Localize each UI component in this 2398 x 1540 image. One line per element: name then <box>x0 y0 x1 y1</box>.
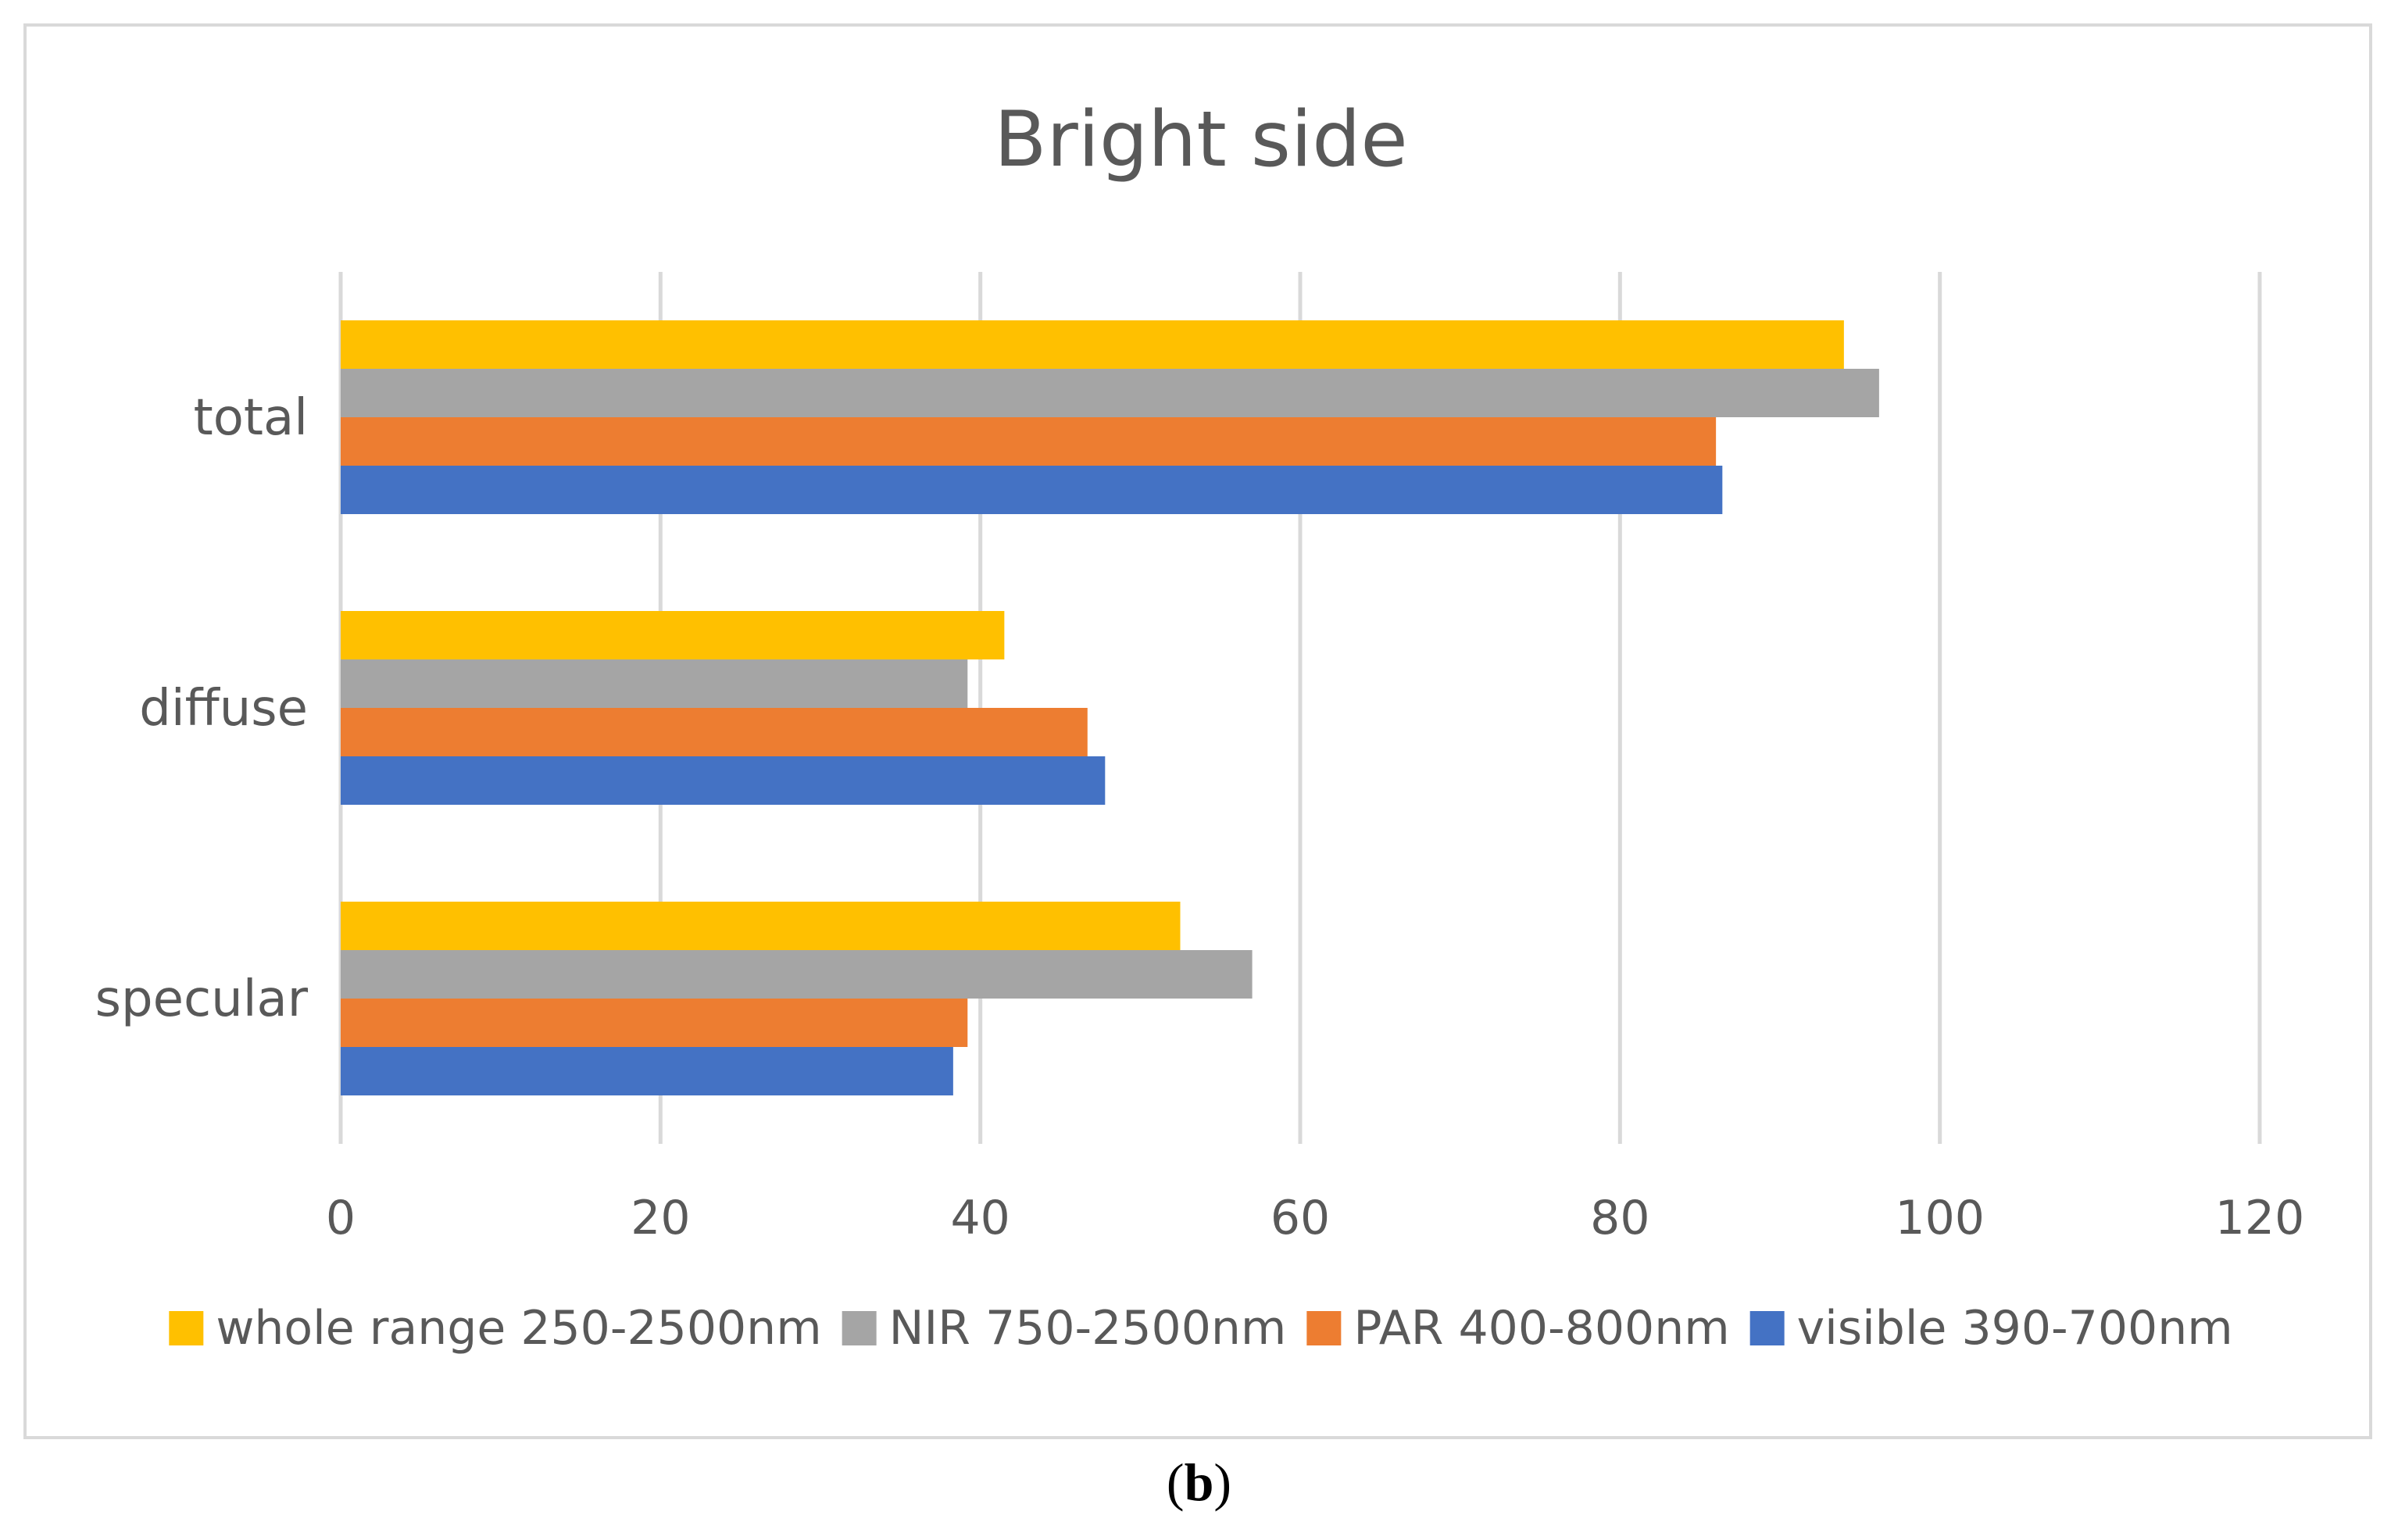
bar-chart: Bright side total diffuse specular 0 20 40 60… <box>95 95 2305 1356</box>
category-label-diffuse: diffuse <box>139 680 308 738</box>
x-tick-label-120: 120 <box>2215 1191 2305 1245</box>
bar-total-2 <box>341 417 1717 466</box>
legend-label-3: visible 390-700nm <box>1797 1301 2233 1356</box>
x-tick-label-80: 80 <box>1590 1191 1649 1245</box>
legend-swatch-3 <box>1749 1311 1785 1345</box>
category-label-total: total <box>194 389 308 447</box>
bar-specular-2 <box>341 999 968 1047</box>
bar-diffuse-0 <box>341 611 1005 659</box>
chart-title: Bright side <box>994 95 1407 184</box>
figure-caption: (b) <box>0 1452 2398 1513</box>
x-tick-label-100: 100 <box>1895 1191 1985 1245</box>
bar-specular-0 <box>341 902 1181 950</box>
category-label-specular: specular <box>95 970 309 1028</box>
bar-total-0 <box>341 320 1844 369</box>
legend-label-0: whole range 250-2500nm <box>216 1301 821 1356</box>
legend-label-2: PAR 400-800nm <box>1353 1301 1729 1356</box>
x-tick-label-40: 40 <box>950 1191 1010 1245</box>
x-tick-label-60: 60 <box>1270 1191 1330 1245</box>
chart-frame: Bright side total diffuse specular 0 20 40 60… <box>23 23 2372 1439</box>
x-tick-label-0: 0 <box>326 1191 356 1245</box>
legend-swatch-0 <box>169 1311 204 1345</box>
bar-total-1 <box>341 369 1879 417</box>
legend-label-1: NIR 750-2500nm <box>889 1301 1287 1356</box>
bar-total-3 <box>341 466 1723 514</box>
bar-diffuse-3 <box>341 756 1106 805</box>
legend-swatch-2 <box>1306 1311 1342 1345</box>
bar-diffuse-2 <box>341 708 1088 756</box>
caption-label: b <box>1184 1452 1214 1512</box>
bar-specular-1 <box>341 950 1253 999</box>
bar-specular-3 <box>341 1047 953 1095</box>
caption-open: ( <box>1166 1452 1185 1512</box>
x-tick-label-20: 20 <box>631 1191 690 1245</box>
legend-swatch-1 <box>842 1311 877 1345</box>
caption-close: ) <box>1213 1452 1232 1512</box>
bar-diffuse-1 <box>341 659 968 708</box>
